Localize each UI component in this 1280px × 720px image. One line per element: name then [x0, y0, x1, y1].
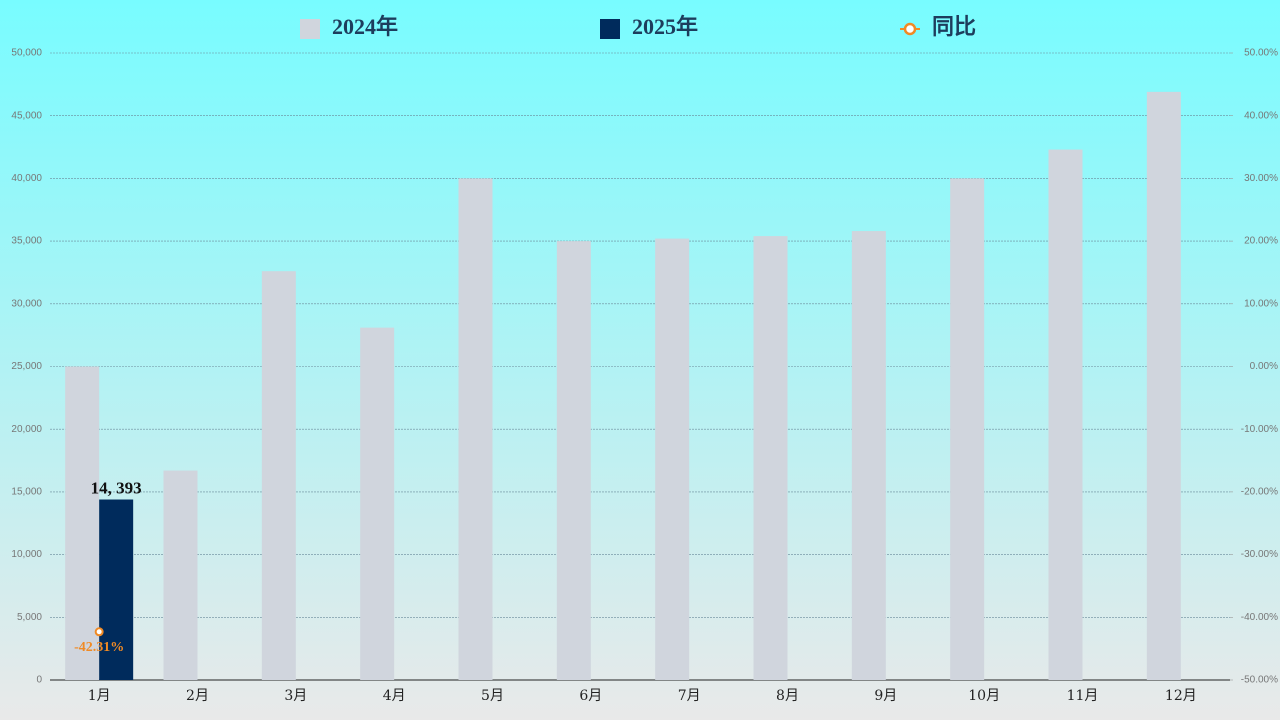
bar	[950, 178, 985, 680]
y2-tick-label: 50.00%	[1244, 48, 1278, 59]
y2-tick-label: -10.00%	[1241, 424, 1278, 435]
x-tick-label: 1月	[88, 688, 111, 704]
y2-tick-label: 0.00%	[1250, 361, 1278, 372]
y-tick-label: 0	[36, 675, 42, 686]
bar	[261, 271, 296, 680]
y-tick-label: 15,000	[11, 487, 42, 498]
x-tick-label: 3月	[284, 688, 307, 704]
bar	[753, 236, 788, 681]
y-tick-label: 10,000	[11, 549, 42, 560]
legend-swatch	[300, 19, 320, 39]
bar	[65, 366, 100, 680]
legend-label: 同比	[932, 14, 976, 39]
y-tick-label: 45,000	[11, 110, 42, 121]
x-tick-label: 4月	[383, 688, 406, 704]
bar	[655, 238, 690, 681]
y2-tick-label: -30.00%	[1241, 549, 1278, 560]
y-tick-label: 20,000	[11, 424, 42, 435]
bar	[1048, 149, 1083, 681]
value-label: -42.31%	[74, 640, 124, 655]
x-tick-label: 7月	[678, 688, 701, 704]
bar	[163, 470, 198, 680]
y-tick-label: 35,000	[11, 236, 42, 247]
x-tick-label: 9月	[874, 688, 897, 704]
bar	[851, 231, 886, 680]
bar	[556, 241, 591, 680]
x-tick-label: 8月	[776, 688, 799, 704]
x-tick-label: 2月	[186, 688, 209, 704]
y-tick-label: 5,000	[17, 612, 42, 623]
x-tick-label: 11月	[1067, 688, 1099, 704]
y2-tick-label: 20.00%	[1244, 236, 1278, 247]
y2-tick-label: 30.00%	[1244, 173, 1278, 184]
bar	[458, 178, 493, 680]
legend-label: 2024年	[332, 14, 398, 39]
y2-tick-label: -50.00%	[1241, 675, 1278, 686]
x-tick-label: 12月	[1165, 688, 1197, 704]
y-tick-label: 40,000	[11, 173, 42, 184]
legend-swatch	[600, 19, 620, 39]
legend-label: 2025年	[632, 14, 698, 39]
value-label: 14, 393	[91, 478, 142, 497]
y2-tick-label: -40.00%	[1241, 612, 1278, 623]
bar	[360, 327, 395, 680]
y2-tick-label: 40.00%	[1244, 110, 1278, 121]
y-tick-label: 25,000	[11, 361, 42, 372]
legend-marker	[903, 22, 917, 36]
bar	[99, 499, 134, 680]
y2-tick-label: 10.00%	[1244, 298, 1278, 309]
line-point	[94, 627, 104, 637]
y-tick-label: 50,000	[11, 48, 42, 59]
y2-tick-label: -20.00%	[1241, 487, 1278, 498]
y-tick-label: 30,000	[11, 298, 42, 309]
x-tick-label: 6月	[579, 688, 602, 704]
x-tick-label: 5月	[481, 688, 504, 704]
x-tick-label: 10月	[968, 688, 1000, 704]
bar	[1146, 91, 1181, 680]
